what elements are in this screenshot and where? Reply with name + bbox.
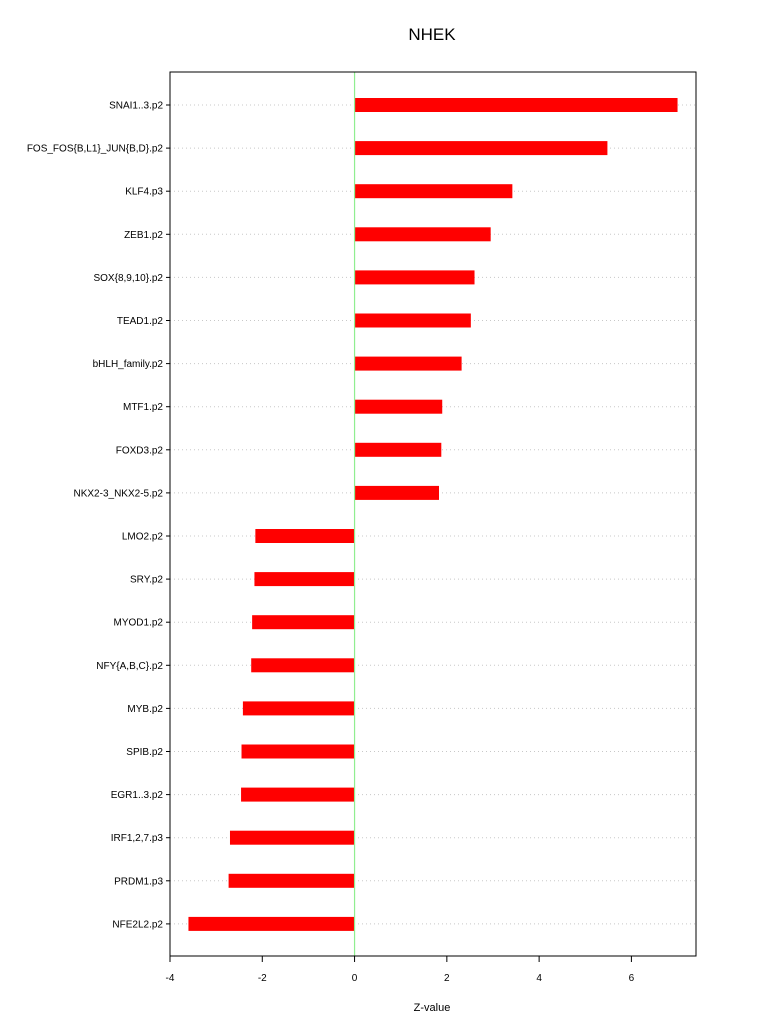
category-label: bHLH_family.p2	[93, 359, 164, 370]
bar	[354, 227, 491, 242]
chart-title: NHEK	[408, 25, 456, 44]
bar	[188, 916, 355, 931]
category-label: MTF1.p2	[123, 402, 163, 413]
bar	[241, 744, 355, 759]
category-label: SPIB.p2	[126, 747, 163, 758]
bar	[354, 270, 475, 285]
bar	[255, 529, 355, 543]
x-tick-label: 0	[352, 973, 358, 984]
category-label: TEAD1.p2	[117, 316, 164, 327]
category-label: SOX{8,9,10}.p2	[93, 273, 163, 284]
bar	[354, 98, 678, 112]
category-label: FOXD3.p2	[116, 445, 164, 456]
category-label: MYOD1.p2	[114, 618, 164, 629]
bar	[241, 787, 355, 802]
bar	[254, 572, 355, 587]
bar	[252, 615, 355, 630]
bar	[354, 313, 471, 328]
category-label: SRY.p2	[130, 575, 163, 586]
category-label: PRDM1.p3	[114, 876, 163, 887]
category-label: LMO2.p2	[122, 532, 164, 543]
bar	[354, 442, 442, 457]
category-label: SNAI1..3.p2	[109, 101, 163, 112]
category-label: NFY{A,B,C}.p2	[96, 661, 163, 672]
category-labels: SNAI1..3.p2 FOS_FOS{B,L1}_JUN{B,D}.p2 KLF4…	[27, 101, 170, 930]
bar	[354, 141, 608, 156]
bars	[188, 98, 678, 931]
x-axis: -4 -2 0 2 4 6	[166, 955, 635, 984]
bar	[251, 658, 355, 673]
category-label: MYB.p2	[127, 704, 163, 715]
category-label: NKX2-3_NKX2-5.p2	[74, 488, 164, 499]
bar	[242, 701, 355, 716]
category-label: EGR1..3.p2	[111, 790, 164, 801]
bar	[354, 399, 443, 414]
x-tick-label: -2	[258, 973, 267, 984]
category-label: KLF4.p3	[125, 187, 163, 198]
category-label: ZEB1.p2	[124, 230, 163, 241]
category-label: NFE2L2.p2	[112, 919, 163, 930]
x-tick-label: 6	[629, 973, 635, 984]
x-tick-label: 2	[444, 973, 450, 984]
x-axis-label: Z-value	[414, 1002, 451, 1014]
x-tick-label: -4	[166, 973, 175, 984]
bar	[228, 873, 355, 888]
category-label: FOS_FOS{B,L1}_JUN{B,D}.p2	[27, 144, 164, 155]
bar	[229, 830, 355, 845]
bar	[354, 184, 513, 199]
bar	[354, 485, 439, 500]
category-label: IRF1,2,7.p3	[111, 833, 164, 844]
bar	[354, 356, 462, 371]
x-tick-label: 4	[536, 973, 542, 984]
